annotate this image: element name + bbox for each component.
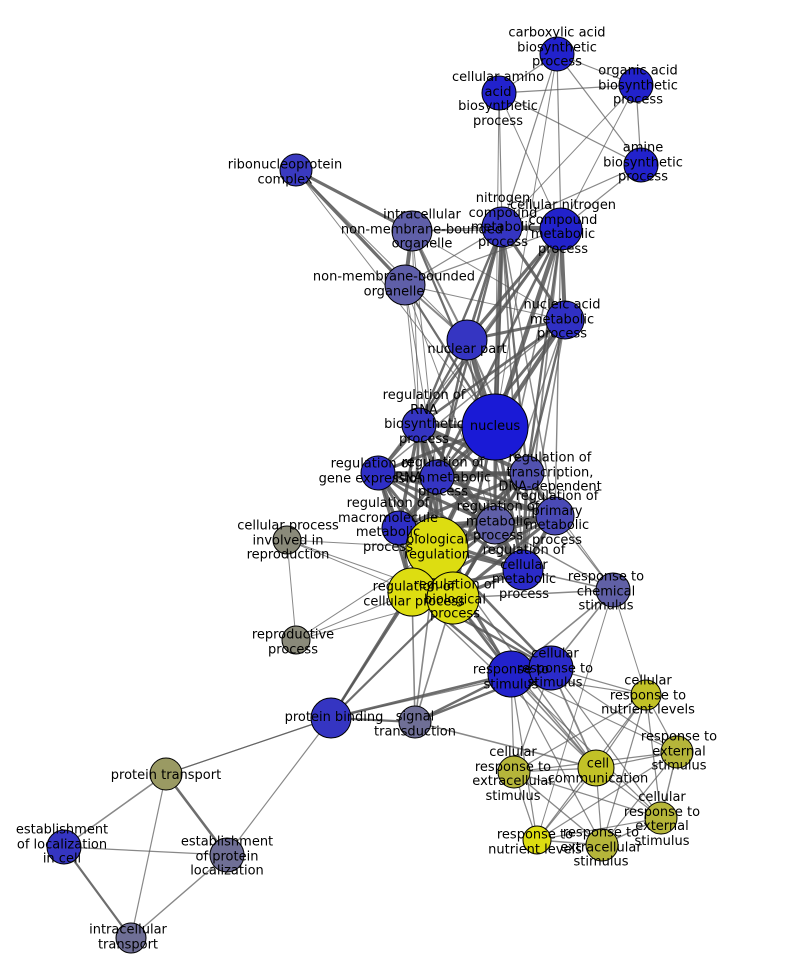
graph-edge	[498, 92, 562, 230]
graph-edge	[435, 227, 563, 479]
graph-node[interactable]	[149, 757, 183, 791]
graph-edge	[510, 673, 678, 753]
graph-edge	[536, 589, 614, 841]
graph-node[interactable]	[509, 455, 545, 491]
graph-node[interactable]	[660, 735, 694, 769]
graph-edge	[550, 667, 678, 753]
graph-edge	[417, 423, 557, 518]
graph-node[interactable]	[522, 825, 552, 855]
graph-node[interactable]	[461, 393, 529, 461]
graph-edge	[376, 471, 557, 518]
graph-node[interactable]	[46, 829, 82, 865]
graph-node[interactable]	[398, 705, 432, 739]
graph-edge	[404, 284, 420, 426]
graph-node[interactable]	[310, 697, 352, 739]
graph-node[interactable]	[475, 505, 515, 545]
graph-edge	[329, 596, 455, 720]
graph-edge	[554, 228, 562, 517]
graph-node[interactable]	[539, 36, 575, 72]
graph-edge	[404, 284, 566, 321]
graph-edge	[63, 846, 228, 856]
graph-node[interactable]	[585, 828, 619, 862]
graph-edge	[510, 673, 538, 841]
edge-layer	[62, 53, 678, 940]
graph-edge	[411, 230, 420, 426]
graph-edge	[498, 92, 642, 166]
graph-edge	[601, 694, 647, 846]
graph-edge	[501, 84, 637, 228]
graph-node[interactable]	[502, 549, 544, 591]
graph-node[interactable]	[481, 206, 523, 248]
graph-node[interactable]	[401, 407, 437, 443]
graph-edge	[498, 92, 503, 228]
graph-edge	[294, 168, 407, 287]
graph-edge	[465, 227, 563, 342]
graph-edge	[556, 53, 562, 230]
graph-edge	[556, 53, 642, 166]
graph-edge	[165, 717, 332, 775]
graph-edge	[286, 539, 297, 641]
graph-node[interactable]	[391, 210, 433, 252]
graph-edge	[295, 169, 468, 341]
graph-node[interactable]	[426, 571, 480, 625]
graph-edge	[510, 673, 603, 846]
graph-edge	[612, 589, 647, 696]
graph-edge	[226, 717, 332, 856]
graph-node[interactable]	[360, 455, 396, 491]
graph-node[interactable]	[446, 319, 488, 361]
graph-node[interactable]	[419, 459, 455, 495]
graph-edge	[550, 667, 662, 819]
node-layer	[46, 36, 694, 954]
graph-node[interactable]	[644, 801, 678, 835]
graph-edge	[494, 53, 558, 428]
graph-node[interactable]	[535, 496, 575, 536]
graph-node[interactable]	[272, 525, 302, 555]
graph-edge	[130, 773, 167, 939]
graph-edge	[536, 751, 678, 841]
graph-edge	[414, 721, 597, 769]
graph-edge	[513, 771, 603, 846]
graph-edge	[501, 53, 558, 228]
graph-node[interactable]	[528, 645, 574, 691]
graph-edge	[522, 228, 562, 571]
graph-node[interactable]	[630, 679, 662, 711]
graph-edge	[525, 318, 567, 475]
graph-edge	[498, 84, 637, 94]
graph-node[interactable]	[487, 650, 535, 698]
graph-edge	[63, 773, 167, 848]
graph-edge	[435, 475, 557, 518]
graph-edge	[377, 319, 566, 474]
graph-node[interactable]	[539, 207, 583, 251]
graph-edge	[513, 694, 647, 773]
graph-edge	[452, 589, 614, 599]
graph-node[interactable]	[623, 147, 659, 183]
graph-edge	[601, 751, 678, 846]
graph-node[interactable]	[497, 755, 531, 789]
graph-node[interactable]	[545, 300, 585, 340]
graph-edge	[417, 318, 567, 427]
graph-edge	[294, 168, 414, 233]
graph-node[interactable]	[209, 837, 245, 873]
graph-node[interactable]	[595, 572, 631, 608]
graph-node[interactable]	[481, 75, 517, 111]
graph-node[interactable]	[281, 625, 311, 655]
graph-edge	[501, 164, 642, 228]
graph-node[interactable]	[115, 922, 147, 954]
graph-node[interactable]	[384, 264, 426, 306]
graph-node[interactable]	[618, 67, 654, 103]
graph-edge	[560, 84, 637, 230]
graph-edge	[62, 845, 133, 940]
graph-node[interactable]	[577, 749, 615, 787]
graph-edge	[513, 771, 662, 819]
graph-edge	[130, 854, 228, 939]
graph-node[interactable]	[279, 153, 313, 187]
graph-edge	[494, 524, 614, 591]
graph-edge	[411, 230, 566, 321]
